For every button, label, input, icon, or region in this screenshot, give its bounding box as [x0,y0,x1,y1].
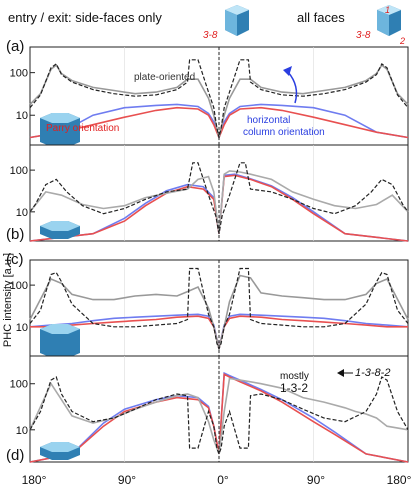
panel-label: (a) [6,38,24,55]
panel-b: 10 100 (b) [6,144,409,243]
header-left-label: entry / exit: side-faces only [8,10,162,25]
crystal-icon [40,221,80,239]
y-tick-label: 10 [16,110,28,122]
header-face-bottom: 2 [399,36,405,46]
crystal-icon [40,324,80,358]
annotation: mostly [280,371,309,382]
y-tick-label: 10 [16,425,28,437]
panel-a: 10 100 (a) plate-oriented Parry orientation h… [6,38,409,147]
y-tick-label: 100 [10,68,28,80]
series-line-dashed [29,162,409,234]
panel-c: 10 100 (c) [6,251,409,358]
header-right-faces: 3-8 [356,30,371,41]
panels: 10 100 (a) plate-oriented Parry orientation h… [6,38,409,464]
x-tick-label: 90° [307,473,325,487]
annotation: 1-3-2 [280,381,308,395]
y-tick-label: 100 [10,379,28,391]
x-tick-label: 180° [387,473,412,487]
annotation: horizontal column orientation [243,115,325,138]
series-line-1 [29,377,409,455]
panel-label: (c) [6,251,24,268]
y-tick-label: 10 [16,207,28,219]
hexagonal-column-icon-right [377,5,401,36]
panel-label: (d) [6,447,24,464]
x-tick-label: 90° [118,473,136,487]
y-axis-label: PHC intensity [a.u.] [2,253,14,347]
header-left-faces: 3-8 [203,30,218,41]
annotation: Parry orientation [46,123,119,134]
series-line-dashed [29,376,409,456]
arrow-head [283,66,292,76]
y-tick-label: 100 [10,280,28,292]
crystal-icon [40,113,80,147]
arrow-head [337,369,344,377]
header-right-label: all faces [297,10,345,25]
annotation-arrow [287,71,298,104]
annotation: 1-3-8-2 [355,367,390,379]
header-face-top: 1 [385,5,390,15]
series-line-dashed [29,267,409,351]
y-tick-label: 10 [16,322,28,334]
y-tick-label: 100 [10,165,28,177]
x-tick-label: 180° [22,473,47,487]
crystal-icon [40,442,80,460]
x-tick-label: 0° [217,473,229,487]
annotation: plate-oriented [134,72,195,83]
hexagonal-column-icon [225,5,249,36]
panel-label: (b) [6,226,24,243]
